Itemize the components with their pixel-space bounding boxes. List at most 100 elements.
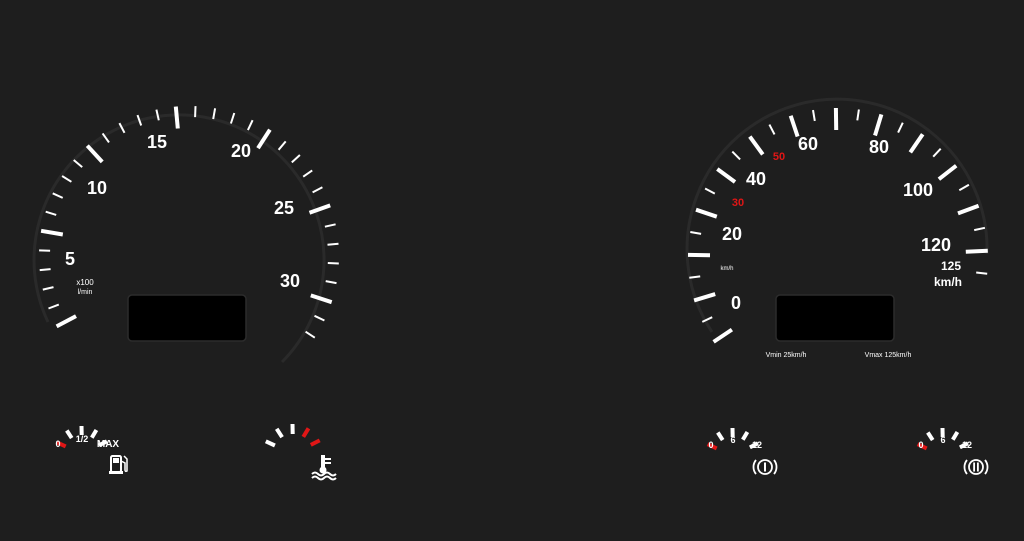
brake1-tick bbox=[706, 442, 718, 451]
tach-unit-multiplier: x100 bbox=[76, 278, 94, 287]
speed-major-tick bbox=[937, 164, 958, 181]
speed-major-tick bbox=[693, 292, 716, 303]
tach-label-10: 10 bbox=[87, 178, 107, 198]
tachometer-ticks bbox=[39, 106, 339, 339]
temp-tick bbox=[309, 438, 321, 447]
vmin-label: Vmin 25km/h bbox=[766, 352, 807, 359]
tach-minor-tick bbox=[52, 192, 64, 199]
tach-unit: l/min bbox=[78, 289, 93, 296]
brake2-label-12: 12 bbox=[962, 440, 972, 450]
tach-minor-tick bbox=[101, 132, 110, 143]
temp-tick bbox=[275, 427, 284, 439]
tach-minor-tick bbox=[312, 186, 323, 194]
speed-label-60: 60 bbox=[798, 134, 818, 154]
speed-major-tick bbox=[712, 327, 734, 344]
tach-major-tick bbox=[55, 314, 77, 329]
brake-pressure-gauge-1: 0 6 12 bbox=[706, 427, 778, 475]
speed-major-tick bbox=[957, 203, 980, 216]
tach-major-tick bbox=[310, 293, 333, 305]
speed-label-0: 0 bbox=[731, 293, 741, 313]
speedometer-dial-rim bbox=[685, 97, 989, 333]
speed-label-120: 120 bbox=[921, 235, 951, 255]
speed-label-100: 100 bbox=[903, 180, 933, 200]
tach-minor-tick bbox=[324, 223, 336, 228]
fuel-tick bbox=[90, 428, 99, 439]
fuel-tick bbox=[65, 429, 74, 440]
tach-label-15: 15 bbox=[147, 132, 167, 152]
speed-label-80: 80 bbox=[869, 137, 889, 157]
speed-label-50-red: 50 bbox=[773, 151, 785, 163]
tach-major-tick bbox=[173, 106, 180, 129]
tach-minor-tick bbox=[73, 159, 83, 168]
speed-label-30-red: 30 bbox=[732, 197, 744, 209]
speed-minor-tick bbox=[731, 150, 741, 161]
speed-small-unit: km/h bbox=[720, 266, 733, 272]
brake-gauge-2-ticks bbox=[916, 427, 969, 451]
tach-label-30: 30 bbox=[280, 271, 300, 291]
brake-warning-icon bbox=[752, 459, 778, 475]
tach-minor-tick bbox=[212, 108, 217, 120]
tachometer-dial-rim bbox=[32, 113, 326, 364]
speed-major-tick bbox=[695, 207, 718, 219]
tach-label-25: 25 bbox=[274, 198, 294, 218]
tach-minor-tick bbox=[136, 114, 143, 126]
tach-minor-tick bbox=[42, 286, 54, 291]
brake1-tick bbox=[716, 431, 725, 442]
tach-minor-tick bbox=[118, 122, 126, 134]
brake1-label-6: 6 bbox=[730, 435, 735, 445]
brake-gauge-1-ticks bbox=[706, 427, 759, 451]
speed-minor-tick bbox=[768, 124, 776, 135]
tach-minor-tick bbox=[327, 242, 339, 246]
speed-major-tick bbox=[873, 113, 884, 137]
speed-minor-tick bbox=[897, 122, 904, 134]
tach-minor-tick bbox=[155, 109, 160, 121]
brake2-label-0: 0 bbox=[918, 440, 923, 450]
speed-label-40: 40 bbox=[746, 169, 766, 189]
tach-minor-tick bbox=[246, 119, 254, 131]
speed-minor-tick bbox=[704, 187, 716, 195]
speed-major-tick bbox=[788, 115, 800, 138]
speed-minor-tick bbox=[689, 275, 701, 279]
brake1-tick bbox=[748, 441, 759, 450]
coolant-temperature-icon bbox=[311, 455, 337, 481]
tach-minor-tick bbox=[45, 210, 57, 216]
fuel-pump-icon bbox=[109, 455, 128, 474]
tach-minor-tick bbox=[39, 268, 51, 272]
speed-minor-tick bbox=[932, 148, 942, 158]
fuel-label-0: 0 bbox=[55, 439, 60, 449]
speedometer-lcd-display bbox=[775, 294, 895, 342]
tach-major-tick bbox=[308, 203, 331, 215]
parking-brake-icon bbox=[963, 459, 989, 475]
temp-tick bbox=[301, 427, 311, 438]
speed-major-tick bbox=[716, 167, 737, 184]
vmax-label: Vmax 125km/h bbox=[865, 352, 912, 359]
speed-minor-tick bbox=[973, 226, 986, 232]
speed-major-tick bbox=[748, 135, 765, 156]
fuel-gauge: 0 1/2 MAX bbox=[55, 425, 128, 474]
brake2-label-6: 6 bbox=[940, 435, 945, 445]
speed-minor-tick bbox=[958, 183, 970, 192]
brake2-tick bbox=[916, 442, 928, 451]
temp-tick bbox=[264, 439, 276, 448]
tach-minor-tick bbox=[302, 169, 313, 178]
brake1-label-12: 12 bbox=[752, 440, 762, 450]
brake1-tick bbox=[741, 430, 750, 441]
tach-minor-tick bbox=[305, 330, 316, 339]
speed-major-tick bbox=[908, 133, 925, 154]
tach-minor-tick bbox=[277, 140, 287, 151]
fuel-gauge-ticks bbox=[55, 425, 108, 449]
temperature-gauge-ticks bbox=[264, 423, 321, 448]
tach-minor-tick bbox=[61, 175, 72, 183]
brake1-label-0: 0 bbox=[708, 440, 713, 450]
tach-minor-tick bbox=[325, 280, 337, 285]
tach-minor-tick bbox=[291, 154, 301, 164]
speed-label-125: 125 bbox=[941, 259, 961, 273]
fuel-tick bbox=[97, 439, 108, 448]
tach-minor-tick bbox=[327, 262, 339, 265]
fuel-tick bbox=[55, 440, 67, 449]
speed-major-tick bbox=[965, 248, 988, 254]
brake2-tick bbox=[951, 430, 960, 441]
fuel-label-half: 1/2 bbox=[76, 434, 89, 444]
temperature-gauge bbox=[264, 423, 337, 481]
